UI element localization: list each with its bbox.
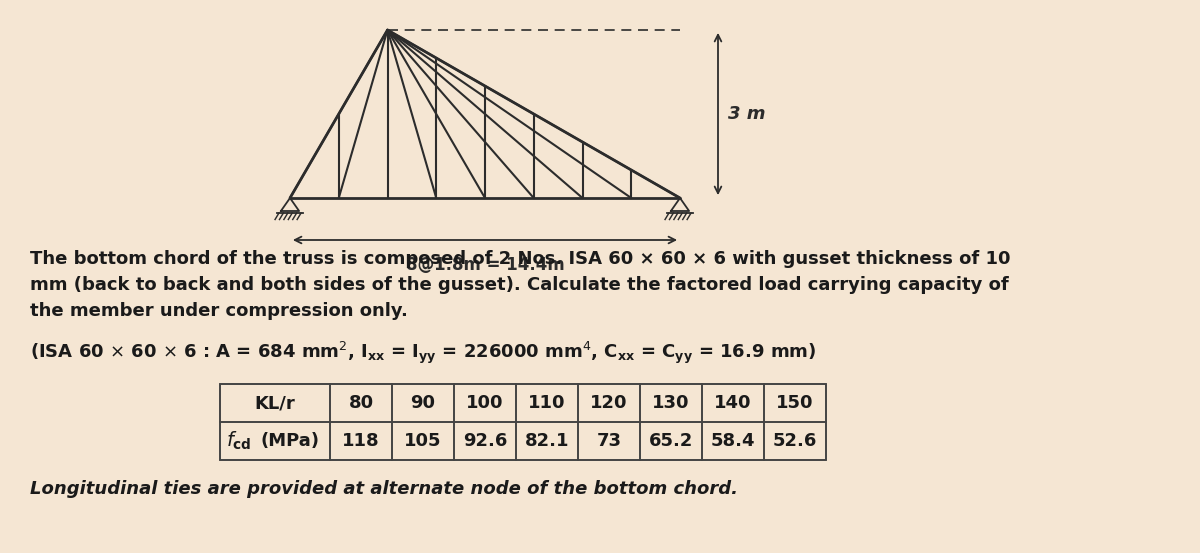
Bar	[764, 422, 826, 460]
Bar	[220, 422, 330, 460]
Text: 8@1.8m = 14.4m: 8@1.8m = 14.4m	[406, 256, 564, 274]
Text: 105: 105	[404, 432, 442, 450]
Text: the member under compression only.: the member under compression only.	[30, 302, 408, 320]
Text: mm (back to back and both sides of the gusset). Calculate the factored load carr: mm (back to back and both sides of the g…	[30, 276, 1009, 294]
Text: (MPa): (MPa)	[260, 432, 319, 450]
Text: 100: 100	[467, 394, 504, 412]
Text: 110: 110	[528, 394, 565, 412]
Bar	[330, 422, 392, 460]
Text: 3 m: 3 m	[728, 105, 766, 123]
Text: (ISA 60 $\times$ 60 $\times$ 6 : A = 684 mm$^{2}$, I$_{\mathregular{xx}}$ = I$_{: (ISA 60 $\times$ 60 $\times$ 6 : A = 684…	[30, 340, 816, 366]
Text: 82.1: 82.1	[524, 432, 569, 450]
Bar	[640, 422, 702, 460]
Text: 140: 140	[714, 394, 751, 412]
Bar	[330, 384, 392, 422]
Bar	[702, 384, 764, 422]
Text: 92.6: 92.6	[463, 432, 508, 450]
Bar	[392, 384, 454, 422]
Text: 73: 73	[596, 432, 622, 450]
Text: 130: 130	[653, 394, 690, 412]
Bar	[454, 422, 516, 460]
Bar	[220, 384, 330, 422]
Bar	[392, 422, 454, 460]
Text: 118: 118	[342, 432, 380, 450]
Text: Longitudinal ties are provided at alternate node of the bottom chord.: Longitudinal ties are provided at altern…	[30, 480, 738, 498]
Bar	[516, 422, 578, 460]
Bar	[578, 422, 640, 460]
Text: KL/r: KL/r	[254, 394, 295, 412]
Bar	[516, 384, 578, 422]
Text: 80: 80	[348, 394, 373, 412]
Text: 65.2: 65.2	[649, 432, 694, 450]
Text: The bottom chord of the truss is composed of 2 Nos. ISA 60 × 60 × 6 with gusset : The bottom chord of the truss is compose…	[30, 250, 1010, 268]
Bar	[640, 384, 702, 422]
Bar	[702, 422, 764, 460]
Text: 52.6: 52.6	[773, 432, 817, 450]
Bar	[764, 384, 826, 422]
Bar	[454, 384, 516, 422]
Text: 90: 90	[410, 394, 436, 412]
Text: $f_{\mathregular{cd}}$: $f_{\mathregular{cd}}$	[226, 430, 252, 452]
Text: 150: 150	[776, 394, 814, 412]
Text: 58.4: 58.4	[710, 432, 755, 450]
Text: 120: 120	[590, 394, 628, 412]
Bar	[578, 384, 640, 422]
Bar	[220, 384, 826, 460]
